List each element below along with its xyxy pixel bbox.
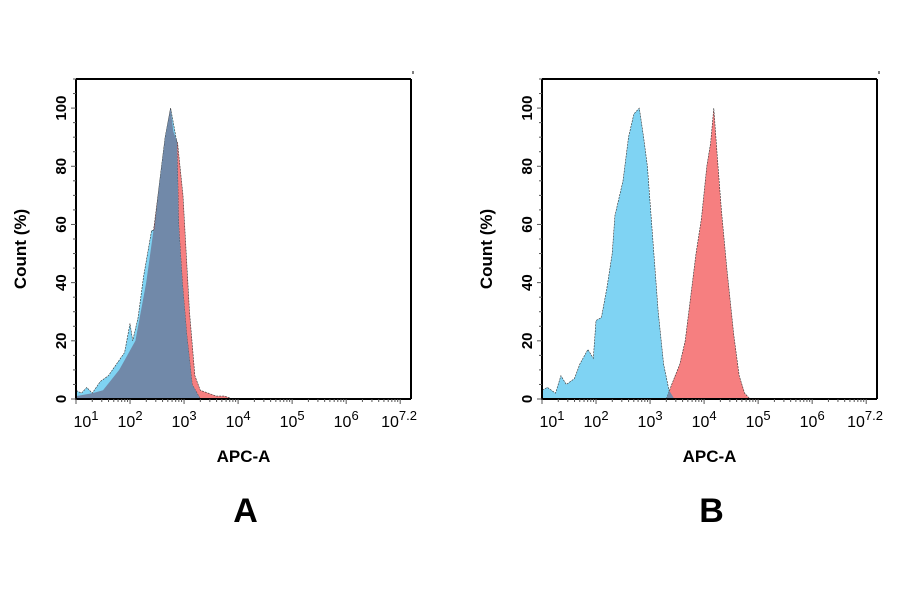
x-tick-label: 101 [73,408,98,431]
x-tick-label: 102 [118,408,143,431]
x-tick-label: 102 [584,408,609,431]
tick-exponent: 5 [297,408,304,423]
tick-base: 10 [280,414,298,431]
control-histogram [541,107,675,400]
y-tick-label: 20 [519,332,536,349]
tick-exponent: 7.2 [865,408,883,423]
x-tick-label: 106 [334,408,359,431]
tick-exponent: 7.2 [399,408,417,423]
tick-exponent: 3 [189,408,196,423]
tick-base: 10 [584,414,602,431]
x-tick-label: 101 [539,408,564,431]
y-tick-label: 60 [53,216,70,233]
y-tick-label: 40 [519,274,536,291]
tick-base: 10 [172,414,190,431]
tick-exponent: 3 [655,408,662,423]
tick-base: 10 [73,414,91,431]
tick-exponent: 2 [135,408,142,423]
y-tick-label: 100 [519,96,536,121]
tick-base: 10 [226,414,244,431]
x-tick-label: 105 [280,408,305,431]
y-tick-label: 40 [53,274,70,291]
tick-exponent: 4 [709,408,716,423]
x-axis-label: APC-A [217,447,271,466]
y-tick-label: 0 [519,395,536,403]
y-tick-label: 0 [53,395,70,403]
tick-base: 10 [334,414,352,431]
panel-label: B [699,492,724,530]
overlap-region [76,108,201,399]
x-tick-label: 107.2 [381,408,417,431]
y-tick-label: 80 [53,158,70,175]
x-tick-label: 106 [800,408,825,431]
tick-exponent: 5 [763,408,770,423]
y-tick-label: 80 [519,158,536,175]
y-tick-label: 60 [519,216,536,233]
x-tick-label: 104 [226,408,251,431]
tick-exponent: 4 [243,408,250,423]
tick-base: 10 [746,414,764,431]
x-tick-label: 107.2 [847,408,883,431]
tick-base: 10 [539,414,557,431]
x-tick-label: 103 [638,408,663,431]
panel-label: A [233,492,258,530]
y-axis-label: Count (%) [11,209,30,289]
tick-base: 10 [847,414,865,431]
tick-exponent: 1 [91,408,98,423]
x-tick-label: 105 [746,408,771,431]
y-tick-label: 100 [53,96,70,121]
tick-exponent: 6 [817,408,824,423]
tick-base: 10 [381,414,399,431]
tick-base: 10 [692,414,710,431]
x-axis-label: APC-A [683,447,737,466]
tick-exponent: 1 [557,408,564,423]
tick-base: 10 [118,414,136,431]
x-tick-label: 103 [172,408,197,431]
y-axis-label: Count (%) [477,209,496,289]
tick-exponent: 6 [351,408,358,423]
y-tick-label: 20 [53,332,70,349]
sample-histogram [666,108,751,400]
x-tick-label: 104 [692,408,717,431]
tick-exponent: 2 [601,408,608,423]
tick-base: 10 [800,414,818,431]
tick-base: 10 [638,414,656,431]
